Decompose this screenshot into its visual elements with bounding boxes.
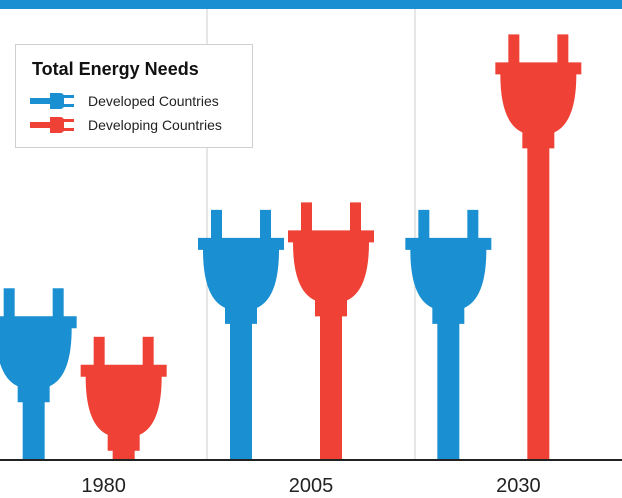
plug-cord [112, 448, 135, 460]
plug-prong [557, 34, 569, 67]
top-band [0, 0, 622, 9]
plug-prong [93, 336, 105, 369]
plug-prong [260, 209, 271, 242]
plug-bar-developing-2005 [288, 202, 374, 460]
x-tick-label: 1980 [81, 475, 126, 497]
plug-cord [437, 321, 460, 460]
red-plug-icon [30, 117, 74, 133]
legend: Total Energy Needs Developed Countries D… [15, 44, 253, 148]
blue-plug-icon [30, 93, 74, 109]
plug-cord [230, 321, 252, 460]
plug-prong [52, 288, 64, 321]
plug-prong [142, 336, 154, 369]
plug-head [198, 237, 284, 324]
plug-cord [527, 146, 550, 460]
plug-prong [350, 202, 361, 235]
plug-bar-developed-2005 [198, 209, 284, 460]
plug-head [495, 62, 582, 149]
plug-head [405, 237, 492, 324]
x-tick-label: 2030 [496, 475, 541, 497]
plug-head [0, 316, 77, 403]
legend-label-developing: Developing Countries [88, 117, 222, 133]
plug-bar-developing-2030 [495, 34, 582, 460]
plug-prong [418, 209, 430, 242]
plug-head [288, 230, 374, 317]
plug-bar-developed-1980 [0, 288, 77, 460]
plug-prong [301, 202, 312, 235]
legend-title: Total Energy Needs [32, 59, 199, 79]
plug-cord [22, 400, 45, 460]
legend-item-developing: Developing Countries [30, 115, 222, 135]
plug-bar-developed-2030 [405, 209, 492, 460]
plug-cord [320, 314, 342, 460]
legend-item-developed: Developed Countries [30, 91, 219, 111]
plug-prong [3, 288, 15, 321]
plug-prong [211, 209, 222, 242]
legend-label-developed: Developed Countries [88, 93, 219, 109]
plug-bar-developing-1980 [80, 336, 167, 460]
plug-prong [508, 34, 520, 67]
plug-head [80, 364, 167, 451]
x-tick-label: 2005 [289, 475, 334, 497]
plug-prong [467, 209, 479, 242]
